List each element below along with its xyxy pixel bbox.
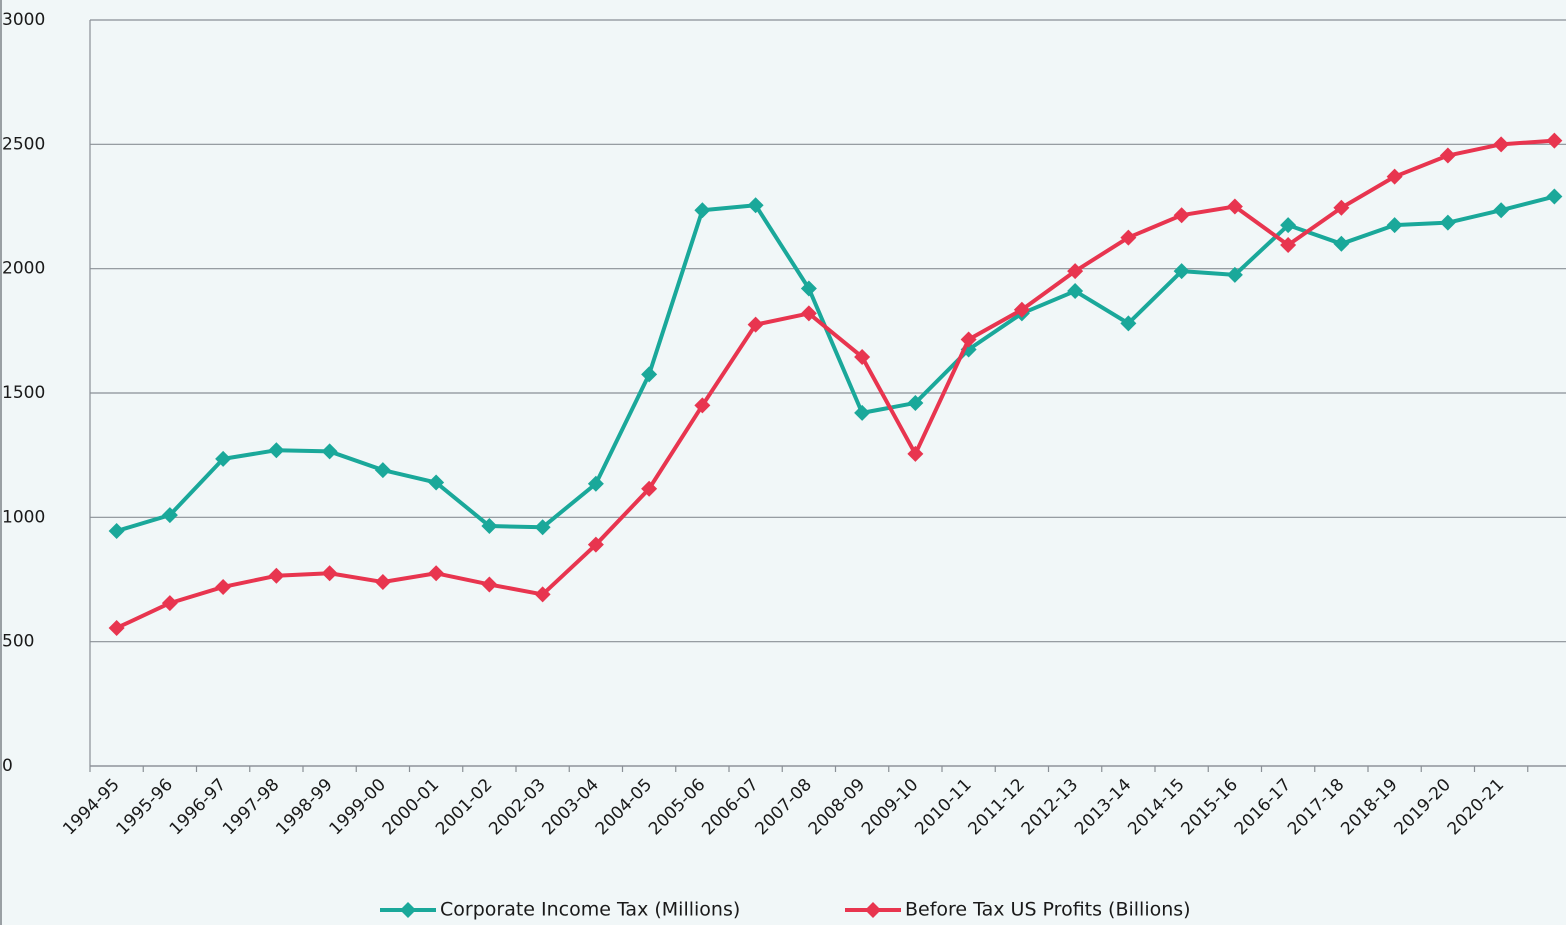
data-point [108,619,125,636]
data-point [1226,266,1243,283]
data-point [1493,202,1510,219]
data-point [1173,207,1190,224]
legend-marker [400,902,416,918]
data-point [1120,229,1137,246]
data-point [1067,263,1084,280]
data-point [1173,263,1190,280]
data-point [694,397,711,414]
data-point [641,366,658,383]
data-point [1546,188,1563,205]
data-point [907,394,924,411]
data-point [854,404,871,421]
data-point [587,536,604,553]
y-tick-label: 2000 [2,259,45,279]
data-point [960,331,977,348]
data-point [1333,235,1350,252]
y-tick-label: 3000 [2,10,45,30]
data-point [1493,136,1510,153]
y-tick-label: 1500 [2,383,45,403]
data-point [161,595,178,612]
series-line [115,138,1555,630]
data-point [481,576,498,593]
data-point [800,305,817,322]
data-point [1386,217,1403,234]
legend-label: Corporate Income Tax (Millions) [440,899,740,921]
y-tick-label: 1000 [2,507,45,527]
data-point [1333,199,1350,216]
data-point [694,202,711,219]
data-point [215,450,232,467]
data-point [321,565,338,582]
legend-marker [865,902,881,918]
data-point [428,474,445,491]
data-point [747,197,764,214]
data-point [641,480,658,497]
data-point [268,567,285,584]
data-point [1386,168,1403,185]
legend-label: Before Tax US Profits (Billions) [905,899,1191,921]
series-line [116,194,1555,533]
data-point [534,519,551,536]
data-point [534,586,551,603]
data-point [1439,214,1456,231]
data-point [907,445,924,462]
data-point [428,565,445,582]
data-point [1226,198,1243,215]
data-point [800,280,817,297]
y-tick-label: 500 [2,632,34,652]
y-tick-label: 2500 [2,134,45,154]
data-point [268,442,285,459]
data-point [1013,301,1030,318]
data-point [1439,147,1456,164]
data-point [374,573,391,590]
data-point [1280,237,1297,254]
data-point [321,443,338,460]
data-point [481,518,498,535]
data-point [161,507,178,524]
data-point [1546,132,1563,149]
y-tick-label: 0 [2,756,13,776]
data-point [747,316,764,333]
data-point [1120,315,1137,332]
data-point [374,462,391,479]
data-point [1280,217,1297,234]
data-point [108,523,125,540]
data-point [1067,283,1084,300]
data-point [587,475,604,492]
data-point [215,578,232,595]
data-point [854,348,871,365]
